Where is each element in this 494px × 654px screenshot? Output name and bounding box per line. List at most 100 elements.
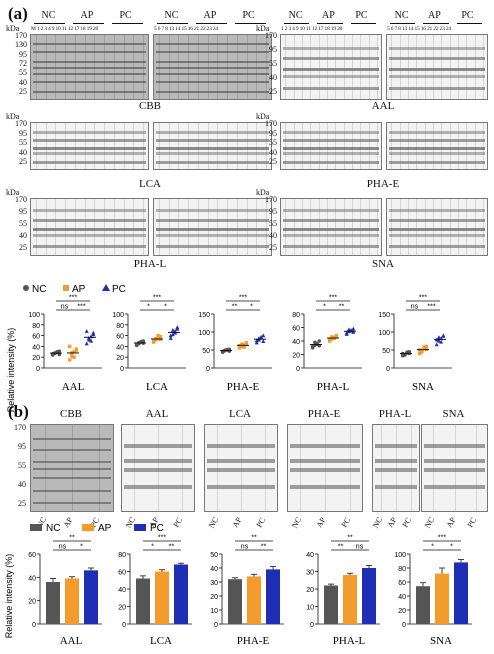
y-axis-label: Relative intensity (%): [6, 328, 16, 413]
protein-band: [156, 244, 269, 248]
protein-band: [290, 468, 360, 472]
protein-band: [389, 146, 485, 150]
kda-marker: 40: [19, 77, 27, 87]
protein-band: [283, 131, 379, 135]
data-point-ap: [70, 354, 74, 358]
bar-ap: [343, 575, 357, 624]
blot-lane: [241, 425, 242, 511]
blot-lane: [318, 123, 320, 169]
blot-lane: [474, 35, 476, 99]
blot-lane: [335, 199, 337, 255]
sig-label: *: [250, 304, 253, 311]
protein-band: [33, 60, 146, 63]
kda-marker: 55: [269, 219, 277, 228]
y-tick-label: 80: [118, 552, 126, 559]
bar-pc: [266, 569, 280, 624]
protein-band: [156, 209, 269, 213]
bar-pc: [84, 570, 98, 624]
protein-band: [33, 42, 146, 45]
blot-lane: [376, 35, 378, 99]
protein-band: [124, 443, 192, 448]
protein-band: [283, 87, 379, 91]
bar-pc: [362, 568, 376, 624]
y-tick-label: 60: [116, 334, 124, 341]
protein-band: [33, 244, 146, 248]
protein-band: [389, 151, 485, 155]
blot-lane: [300, 425, 302, 511]
protein-band: [389, 68, 485, 72]
blot-lane: [293, 199, 295, 255]
blot-lane: [182, 425, 183, 511]
blot-lane: [74, 123, 76, 169]
protein-band: [156, 51, 269, 53]
blot-lane: [326, 123, 328, 169]
protein-band: [33, 476, 111, 479]
blot-image: [280, 34, 382, 100]
data-point-pc: [351, 330, 356, 334]
group-bracket: [112, 23, 143, 24]
blot-lane: [407, 35, 409, 99]
blot-lane: [432, 425, 434, 511]
subplot-title: AAL: [60, 635, 83, 647]
group-label: PC: [119, 10, 132, 21]
data-point-pc: [439, 339, 444, 344]
kda-unit-label: kDa: [6, 24, 20, 33]
blot-image: [30, 34, 149, 100]
blot-name: PHA-E: [307, 408, 341, 420]
blot-name: AAL: [145, 408, 169, 420]
protein-band: [283, 209, 379, 213]
blot-name: PHA-L: [133, 258, 167, 270]
protein-band: [33, 437, 111, 440]
y-tick-label: 40: [398, 594, 406, 601]
kda-marker: 55: [269, 138, 277, 147]
kda-marker: 95: [269, 128, 277, 138]
blot-lane: [380, 425, 382, 511]
blot-lane: [207, 123, 209, 169]
protein-band: [283, 228, 379, 232]
protein-band: [283, 46, 379, 50]
subplot-title: SNA: [430, 635, 452, 647]
data-point-ap: [330, 337, 334, 341]
data-point-ap: [72, 350, 76, 354]
data-point-ap: [156, 336, 160, 340]
sig-label: ***: [153, 295, 161, 302]
blot-lane: [399, 199, 401, 255]
data-point-ap: [72, 355, 76, 359]
protein-band: [207, 485, 275, 490]
y-tick-label: 50: [210, 552, 218, 559]
sig-label: *: [450, 544, 453, 551]
blot-lane: [168, 123, 170, 169]
blot-lane: [99, 425, 101, 511]
protein-band: [389, 209, 485, 213]
group-label: NC: [288, 10, 303, 21]
protein-band: [375, 485, 417, 490]
sig-label: ***: [77, 304, 85, 311]
blot-image: [153, 122, 272, 170]
protein-band: [207, 468, 275, 472]
protein-band: [33, 81, 146, 84]
group-label: AP: [203, 10, 217, 21]
blot-lane: [449, 123, 451, 169]
y-tick-label: 0: [122, 622, 126, 629]
blot-lane: [55, 123, 57, 169]
kda-marker: 95: [19, 128, 27, 138]
blot-lane: [351, 123, 353, 169]
y-tick-label: 50: [382, 348, 390, 355]
protein-band: [33, 73, 146, 76]
blot-lane: [94, 199, 96, 255]
panel-a-scatter-charts: NC AP PC Relative intensity (%) 0 20 40 60 80 100…: [6, 284, 452, 413]
y-tick-label: 40: [210, 566, 218, 573]
legend-label-nc: NC: [32, 284, 46, 295]
blot-image: [386, 198, 488, 256]
y-tick-label: 40: [306, 552, 314, 559]
protein-band: [283, 151, 379, 155]
protein-band: [375, 443, 417, 448]
protein-band: [207, 443, 275, 448]
sig-label: ns: [411, 304, 419, 311]
protein-band: [33, 51, 146, 53]
kda-marker: 95: [19, 207, 27, 216]
y-tick-label: 30: [306, 570, 314, 577]
blot-image: [121, 424, 195, 512]
bar-nc: [46, 582, 60, 624]
data-point-pc: [434, 342, 439, 347]
